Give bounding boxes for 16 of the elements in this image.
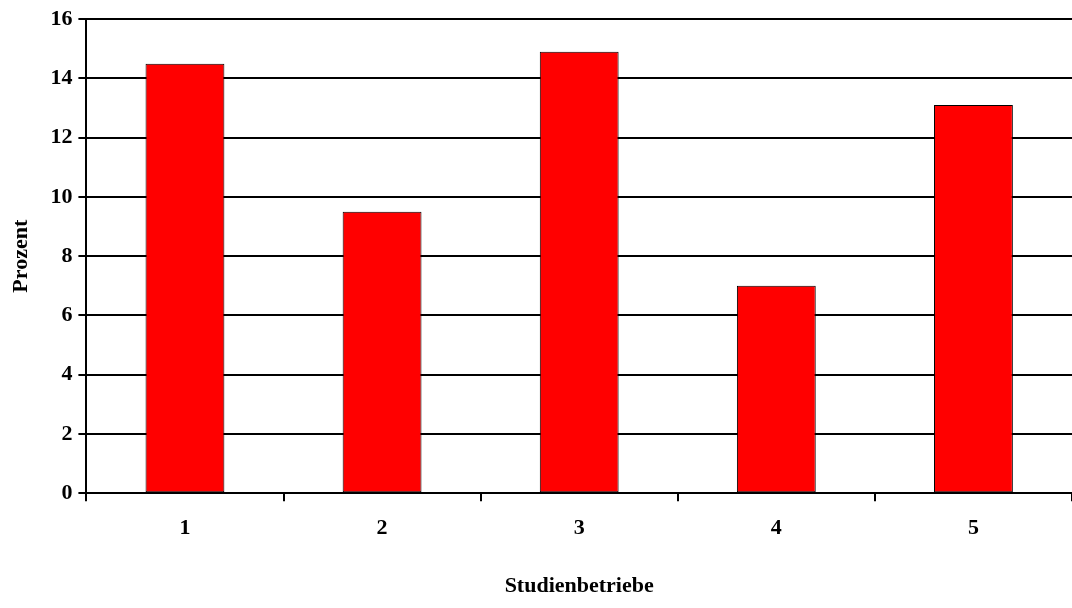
- x-tick-label: 5: [967, 514, 979, 540]
- y-tick-label: 16: [50, 4, 73, 30]
- y-tick-label: 14: [50, 64, 73, 90]
- x-tick-label: 3: [573, 514, 585, 540]
- y-tick-label: 2: [61, 419, 73, 445]
- x-tick-label: 4: [770, 514, 782, 540]
- x-tick-label: 2: [376, 514, 388, 540]
- y-tick-label: 6: [61, 301, 73, 327]
- y-tick-label: 8: [61, 241, 73, 267]
- y-tick-label: 10: [50, 182, 73, 208]
- y-tick-label: 0: [61, 478, 73, 504]
- y-tick-label: 12: [50, 123, 73, 149]
- y-axis-title: Prozent: [6, 219, 32, 293]
- x-axis-title: Studienbetriebe: [504, 572, 654, 598]
- y-tick-label: 4: [61, 360, 73, 386]
- x-tick-label: 1: [179, 514, 191, 540]
